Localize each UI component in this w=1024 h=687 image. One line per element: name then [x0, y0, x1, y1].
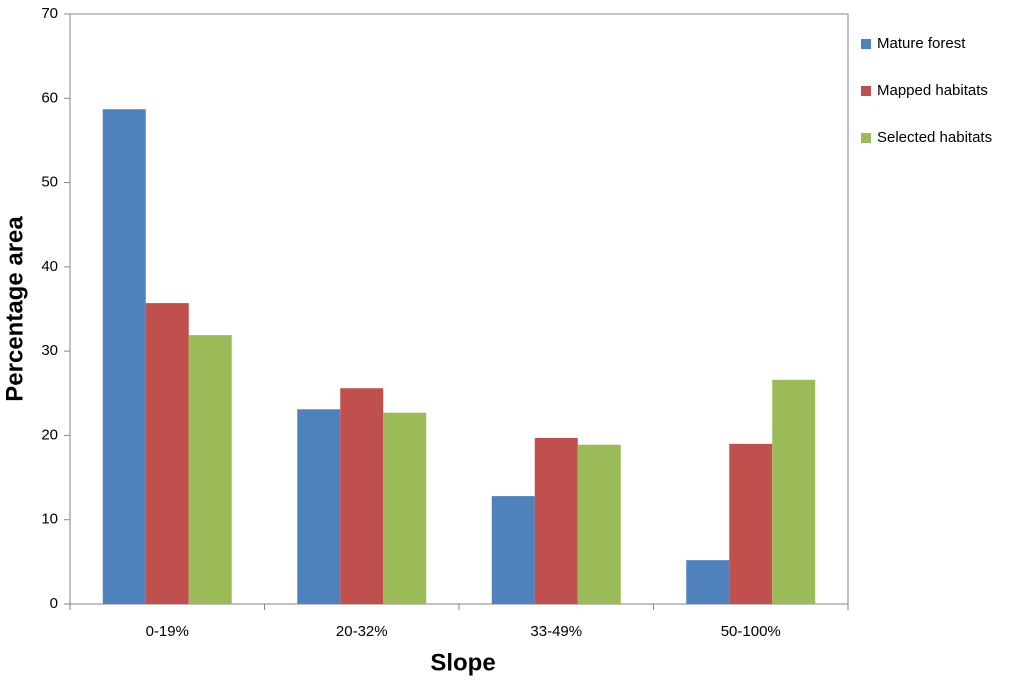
bar — [340, 388, 384, 604]
bar — [577, 444, 621, 604]
bar — [102, 109, 146, 604]
y-tick-label: 50 — [41, 174, 58, 191]
legend-swatch — [861, 133, 871, 143]
legend-swatch — [861, 86, 871, 96]
legend-label: Mapped habitats — [877, 82, 988, 99]
bar — [686, 560, 730, 604]
bar — [491, 496, 535, 604]
bar — [534, 437, 578, 604]
x-tick-label: 50-100% — [721, 623, 781, 640]
y-tick-label: 40 — [41, 258, 58, 275]
bar — [383, 412, 427, 604]
legend-label: Mature forest — [877, 35, 966, 52]
x-tick-label: 33-49% — [530, 623, 582, 640]
legend-label: Selected habitats — [877, 129, 992, 146]
y-tick-label: 10 — [41, 511, 58, 528]
x-tick-label: 20-32% — [336, 623, 388, 640]
bar — [145, 303, 189, 604]
bar — [729, 443, 773, 604]
legend-swatch — [861, 39, 871, 49]
y-axis-title: Percentage area — [1, 216, 28, 402]
bar — [188, 335, 232, 604]
y-tick-label: 30 — [41, 342, 58, 359]
y-tick-label: 0 — [50, 595, 58, 612]
y-tick-label: 60 — [41, 89, 58, 106]
y-tick-label: 20 — [41, 426, 58, 443]
x-tick-label: 0-19% — [146, 623, 189, 640]
y-tick-label: 70 — [41, 5, 58, 22]
bar — [772, 379, 816, 604]
bar — [297, 409, 341, 604]
x-axis-title: Slope — [430, 649, 495, 676]
